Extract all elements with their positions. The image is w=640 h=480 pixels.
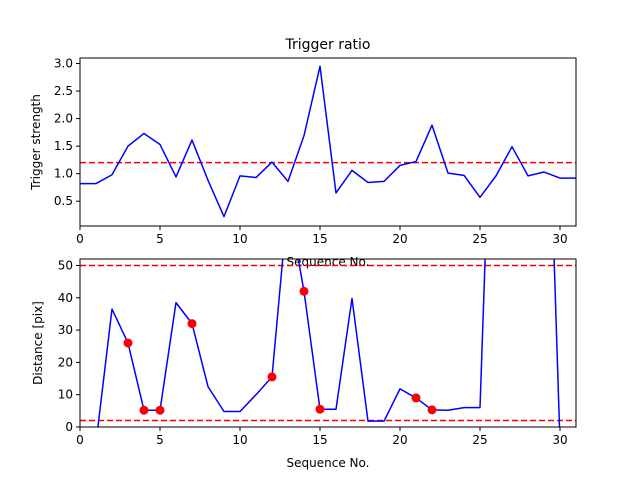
x-tick-label: 10: [232, 433, 247, 447]
y-tick-label: 1.5: [54, 139, 73, 153]
data-point-marker: [123, 338, 133, 348]
data-point-marker: [427, 405, 437, 415]
x-tick-label: 5: [156, 433, 164, 447]
trigger-ratio-chart: Trigger ratio 0 5 10 15 20 25 30 0.5 1.0 1.5 2.0 2…: [29, 37, 577, 269]
plot-frame: [79, 258, 577, 428]
x-tick-label: 25: [472, 232, 487, 246]
y-tick-label: 10: [58, 388, 73, 402]
y-tick-label: 1.0: [54, 167, 73, 181]
series-line: [80, 65, 576, 218]
x-tick-label: 15: [312, 433, 327, 447]
x-tick-label: 5: [156, 232, 164, 246]
x-tick-label: 0: [76, 433, 84, 447]
series-line: [97, 259, 561, 427]
y-tick-label: 2.0: [54, 112, 73, 126]
y-axis-label: Trigger strength: [29, 94, 43, 191]
x-tick-label: 20: [392, 433, 407, 447]
x-axis-label: Sequence No.: [287, 456, 370, 470]
data-point-marker: [139, 405, 149, 415]
y-axis-label: Distance [pix]: [31, 301, 45, 385]
y-tick-label: 50: [58, 258, 73, 272]
x-tick-label: 30: [552, 232, 567, 246]
data-point-marker: [267, 372, 277, 382]
y-tick-label: 20: [58, 355, 73, 369]
y-tick-label: 0.5: [54, 194, 73, 208]
y-tick-label: 0: [65, 420, 73, 434]
y-tick-label: 40: [58, 291, 73, 305]
data-point-marker: [411, 393, 421, 403]
data-point-marker: [155, 405, 165, 415]
y-tick-label: 2.5: [54, 84, 73, 98]
plot-frame: [79, 57, 577, 227]
x-tick-label: 0: [76, 232, 84, 246]
chart-title: Trigger ratio: [284, 37, 370, 53]
x-tick-label: 25: [472, 433, 487, 447]
data-point-marker: [299, 286, 309, 296]
y-tick-label: 30: [58, 323, 73, 337]
data-point-marker: [187, 319, 197, 329]
x-tick-label: 10: [232, 232, 247, 246]
data-point-marker: [315, 404, 325, 414]
x-tick-label: 20: [392, 232, 407, 246]
y-tick-label: 3.0: [54, 57, 73, 71]
x-tick-label: 30: [552, 433, 567, 447]
x-tick-label: 15: [312, 232, 327, 246]
distance-chart: 0 5 10 15 20 25 30 0 10 20 30 40 50 Sequence No. Di…: [31, 258, 577, 470]
